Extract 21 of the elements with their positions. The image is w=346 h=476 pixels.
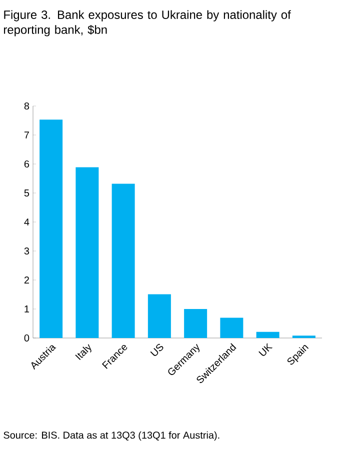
bar xyxy=(256,332,280,338)
y-tick-label: 6 xyxy=(24,160,30,168)
y-tick-label: 8 xyxy=(24,102,30,110)
x-tick-label: US xyxy=(150,344,164,356)
bar xyxy=(76,167,99,338)
x-tick-label: UK xyxy=(258,343,273,356)
source-note: Source: BIS. Data as at 13Q3 (13Q1 for Austria). xyxy=(4,431,220,441)
bar xyxy=(220,318,244,338)
chart-title: Figure 3. Bank exposures to Ukraine by nationality of reporting bank, $bn xyxy=(4,10,291,36)
y-tick-label: 7 xyxy=(24,132,29,138)
bar xyxy=(148,294,171,338)
y-tick-label: 5 xyxy=(24,190,30,196)
bar xyxy=(184,308,208,338)
bar xyxy=(40,120,63,338)
y-tick-label: 3 xyxy=(24,247,30,255)
y-tick-label: 4 xyxy=(24,218,30,226)
y-tick-label: 2 xyxy=(24,276,29,284)
x-tick-label: Italy xyxy=(75,344,92,360)
y-tick-label: 0 xyxy=(24,334,30,342)
bar xyxy=(112,184,135,338)
y-tick-label: 1 xyxy=(24,306,29,312)
